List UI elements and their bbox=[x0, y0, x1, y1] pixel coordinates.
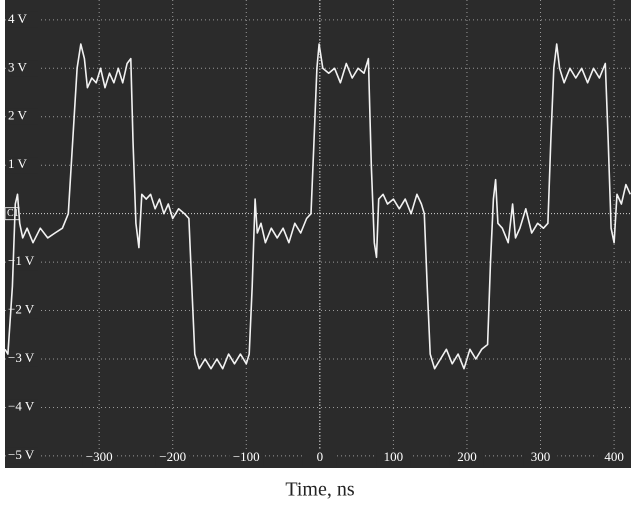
tick-label-bg bbox=[302, 450, 337, 466]
tick-label-bg bbox=[6, 350, 38, 367]
y-tick-label: 2 V bbox=[8, 108, 28, 123]
tick-label-bg bbox=[6, 157, 38, 174]
tick-label-bg bbox=[155, 450, 190, 466]
tick-label-bg bbox=[229, 450, 264, 466]
x-tick-label: 300 bbox=[531, 449, 551, 464]
y-tick-label: −2 V bbox=[8, 302, 35, 317]
x-tick-label: 100 bbox=[384, 449, 404, 464]
x-axis-label: Time, ns bbox=[285, 479, 355, 501]
tick-label-bg bbox=[597, 450, 631, 466]
x-tick-label: −300 bbox=[86, 449, 113, 464]
y-tick-label: −3 V bbox=[8, 350, 35, 365]
tick-label-bg bbox=[6, 60, 38, 77]
tick-label-bg bbox=[82, 450, 117, 466]
y-tick-label: 4 V bbox=[8, 11, 28, 26]
x-tick-label: 200 bbox=[457, 449, 477, 464]
x-tick-label: −100 bbox=[233, 449, 260, 464]
tick-label-bg bbox=[6, 302, 38, 319]
tick-label-bg bbox=[6, 11, 38, 28]
tick-label-bg bbox=[6, 447, 38, 464]
y-tick-label: −5 V bbox=[8, 447, 35, 462]
plot-background bbox=[5, 0, 631, 468]
y-tick-label: −1 V bbox=[8, 253, 35, 268]
tick-label-bg bbox=[6, 108, 38, 125]
tick-label-bg bbox=[523, 450, 558, 466]
x-tick-label: −200 bbox=[159, 449, 186, 464]
waveform bbox=[4, 43, 631, 370]
x-tick-label: 0 bbox=[317, 449, 324, 464]
x-tick-label: 400 bbox=[604, 449, 624, 464]
tick-label-bg bbox=[376, 450, 411, 466]
channel-label: C1 bbox=[7, 208, 19, 219]
tick-label-bg bbox=[6, 399, 38, 416]
y-tick-label: 3 V bbox=[8, 59, 28, 74]
y-tick-label: −4 V bbox=[8, 398, 35, 413]
tick-label-bg bbox=[449, 450, 484, 466]
y-tick-label: 1 V bbox=[8, 156, 28, 171]
